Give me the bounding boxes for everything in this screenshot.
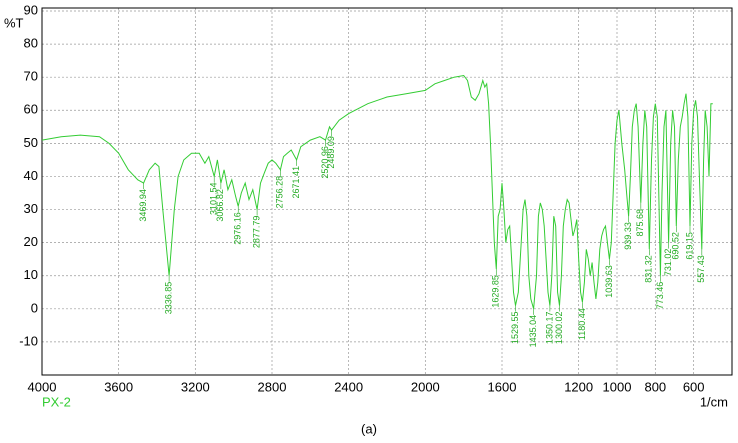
y-tick-label: -10 <box>19 333 38 348</box>
x-tick-label: 1600 <box>488 379 517 394</box>
sample-label: PX-2 <box>42 394 71 409</box>
x-tick-label: 800 <box>644 379 666 394</box>
peak-label: 3101.54 <box>209 182 219 215</box>
peak-label: 1300.02 <box>554 312 564 345</box>
spectrum-line <box>41 74 713 309</box>
x-tick-label: 2800 <box>258 379 287 394</box>
peak-label: 557.43 <box>696 255 706 283</box>
y-tick-label: 30 <box>24 201 38 216</box>
x-tick-label: 3200 <box>181 379 210 394</box>
y-axis-label: %T <box>4 15 24 30</box>
y-tick-label: 50 <box>24 135 38 150</box>
peak-label: 1180.44 <box>577 308 587 340</box>
peak-label: 939.33 <box>623 222 633 250</box>
x-tick-label: 1200 <box>564 379 593 394</box>
y-tick-label: 60 <box>24 102 38 117</box>
peak-label: 831.32 <box>644 255 654 283</box>
peak-label: 2877.79 <box>251 216 261 249</box>
x-tick-label: 1000 <box>603 379 632 394</box>
y-tick-label: 80 <box>24 36 38 51</box>
peak-label: 2756.28 <box>275 176 285 209</box>
peak-label: 690.52 <box>671 232 681 260</box>
y-tick-label: 70 <box>24 69 38 84</box>
x-tick-label: 600 <box>683 379 705 394</box>
peak-label: 3066.82 <box>215 189 225 222</box>
caption: (a) <box>361 421 377 436</box>
peak-label: 2976.16 <box>233 212 243 245</box>
y-tick-label: 40 <box>24 168 38 183</box>
x-tick-label: 3600 <box>104 379 133 394</box>
x-tick-label: 2000 <box>411 379 440 394</box>
plot-frame <box>41 7 733 376</box>
peak-label: 1529.55 <box>510 312 520 345</box>
x-tick-label: 2400 <box>334 379 363 394</box>
y-tick-label: 0 <box>31 300 38 315</box>
y-tick-label: 90 <box>24 2 38 17</box>
peak-label: 731.02 <box>663 249 673 277</box>
peak-label: 1039.63 <box>604 265 614 298</box>
peak-label: 1435.04 <box>528 315 538 348</box>
peak-label: 2520.96 <box>320 146 330 179</box>
peak-label: 619.15 <box>684 232 694 260</box>
peak-label: 1629.85 <box>491 275 501 308</box>
peak-label: 2489.09 <box>326 136 336 169</box>
peak-label: 773.46 <box>655 282 665 310</box>
y-tick-label: 10 <box>24 267 38 282</box>
peak-label: 3469.94 <box>138 189 148 222</box>
peak-label: 2671.41 <box>291 166 301 199</box>
peak-label: 875.68 <box>635 209 645 237</box>
x-tick-label: 4000 <box>28 379 57 394</box>
x-axis-label: 1/cm <box>700 394 728 409</box>
peak-label: 1350.17 <box>544 312 554 345</box>
peak-label: 3336.85 <box>163 282 173 315</box>
y-tick-label: 20 <box>24 234 38 249</box>
